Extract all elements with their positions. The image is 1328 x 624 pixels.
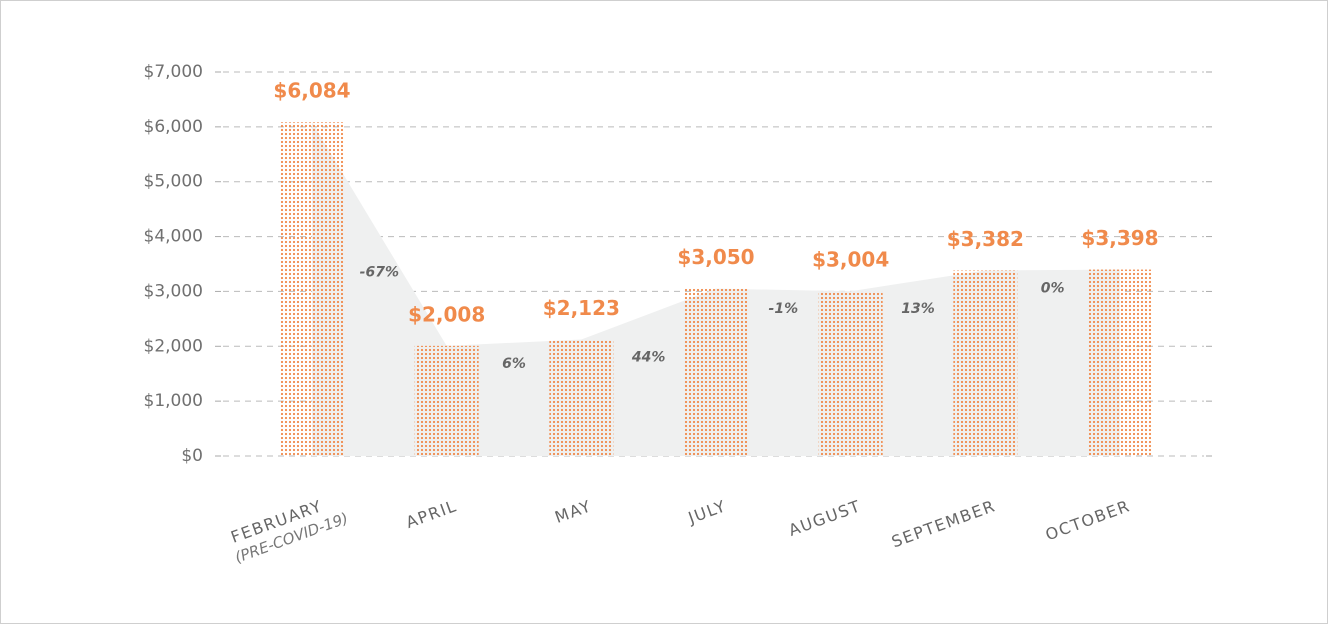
value-label: $2,008 <box>408 302 485 326</box>
bar <box>684 288 748 456</box>
value-label: $6,084 <box>273 79 350 103</box>
change-label: 13% <box>901 301 935 317</box>
value-label: $2,123 <box>543 296 620 320</box>
y-tick-label: $6,000 <box>144 117 203 137</box>
change-label: -67% <box>360 264 399 280</box>
bar <box>1088 269 1152 456</box>
value-label: $3,050 <box>677 245 754 269</box>
change-label: 44% <box>631 350 666 366</box>
change-label: 6% <box>502 356 526 372</box>
y-tick-label: $2,000 <box>144 336 203 356</box>
y-tick-label: $1,000 <box>144 391 203 411</box>
bar <box>414 345 479 456</box>
y-tick-label: $7,000 <box>144 62 203 82</box>
bar <box>953 270 1018 456</box>
bar <box>549 339 614 456</box>
change-label: 0% <box>1041 280 1065 296</box>
bar <box>280 122 344 456</box>
y-tick-label: $3,000 <box>144 281 203 301</box>
bar <box>818 291 883 456</box>
y-tick-label: $5,000 <box>144 172 203 192</box>
value-label: $3,382 <box>947 227 1024 251</box>
y-tick-label: $4,000 <box>144 227 203 247</box>
change-label: -1% <box>769 301 799 317</box>
value-label: $3,398 <box>1081 226 1158 250</box>
value-label: $3,004 <box>812 248 889 272</box>
y-tick-label: $0 <box>181 446 203 466</box>
